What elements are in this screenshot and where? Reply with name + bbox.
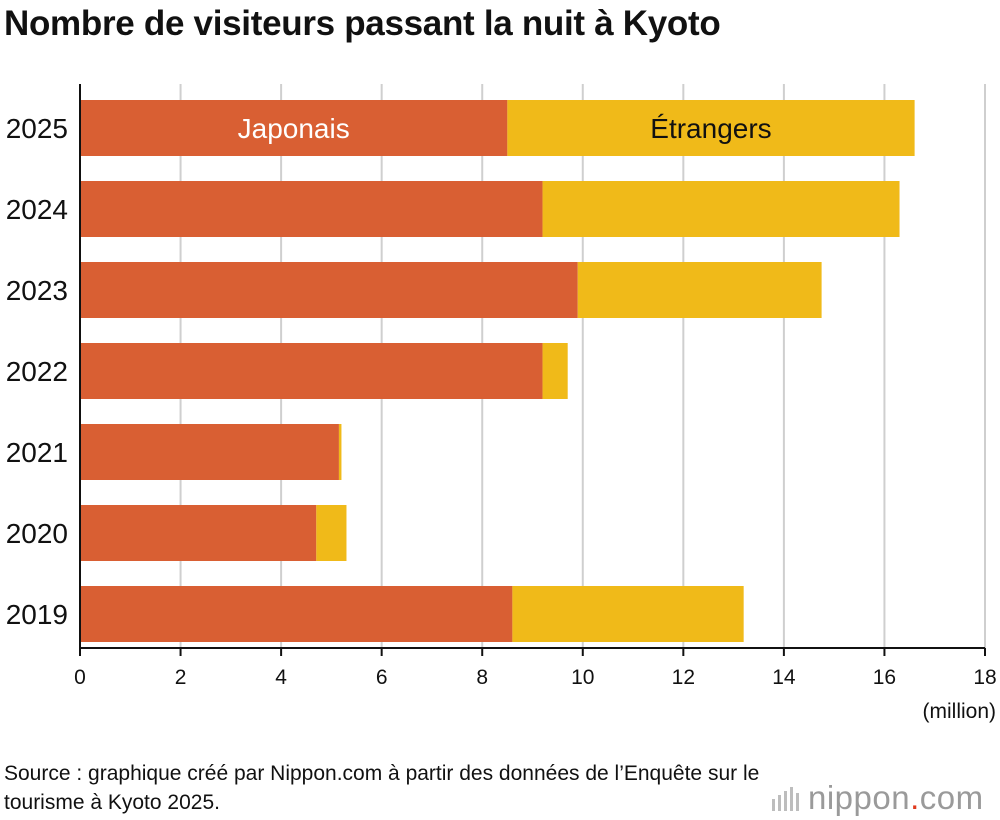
- year-labels: 2025 2024 2023 2022 2021 2020 2019: [6, 113, 68, 630]
- year-label: 2020: [6, 518, 68, 549]
- x-tick-label: 0: [74, 666, 86, 689]
- bar-segment: [80, 343, 543, 399]
- bar-segment: [80, 424, 339, 480]
- source-note: Source : graphique créé par Nippon.com à…: [4, 762, 760, 814]
- legend-japonais: Japonais: [238, 113, 350, 144]
- x-tick-label: 10: [571, 666, 594, 689]
- bar-segment: [80, 505, 317, 561]
- bar-segment: [577, 262, 822, 318]
- year-label: 2024: [6, 194, 68, 225]
- bar-segment: [80, 262, 578, 318]
- logo-suffix: com: [919, 779, 984, 816]
- logo-bars-icon: [772, 785, 802, 811]
- x-unit-label: (million): [923, 700, 997, 723]
- bar-segment: [512, 586, 744, 642]
- year-label: 2025: [6, 113, 68, 144]
- x-tick-label: 6: [376, 666, 388, 689]
- legend: Japonais Étrangers: [238, 113, 772, 144]
- bar-segment: [80, 100, 508, 156]
- year-label: 2019: [6, 599, 68, 630]
- x-tick-label: 4: [275, 666, 287, 689]
- year-label: 2022: [6, 356, 68, 387]
- year-label: 2021: [6, 437, 68, 468]
- bar-segment: [80, 586, 513, 642]
- x-tick-label: 14: [772, 666, 796, 689]
- x-axis: 0 2 4 6 8 10 12 14 16 18 (million): [74, 84, 997, 723]
- bar-segment: [316, 505, 347, 561]
- nippon-logo: nippon.com: [772, 778, 984, 818]
- x-tick-label: 2: [175, 666, 187, 689]
- x-tick-label: 8: [476, 666, 488, 689]
- bars: [80, 100, 915, 642]
- logo-dot: .: [910, 779, 920, 816]
- logo-name: nippon: [808, 779, 911, 816]
- stacked-bar-chart: 2025 2024 2023 2022 2021 2020 2019 0 2 4 6 8 10 12 14…: [6, 84, 997, 723]
- x-tick-label: 18: [973, 666, 996, 689]
- bar-segment: [542, 181, 900, 237]
- legend-etrangers: Étrangers: [650, 113, 771, 144]
- bar-segment: [80, 181, 543, 237]
- bar-segment: [338, 424, 342, 480]
- year-label: 2023: [6, 275, 68, 306]
- bar-segment: [507, 100, 915, 156]
- x-tick-label: 12: [672, 666, 695, 689]
- x-tick-label: 16: [873, 666, 896, 689]
- chart-title: Nombre de visiteurs passant la nuit à Ky…: [4, 4, 721, 43]
- bar-segment: [542, 343, 568, 399]
